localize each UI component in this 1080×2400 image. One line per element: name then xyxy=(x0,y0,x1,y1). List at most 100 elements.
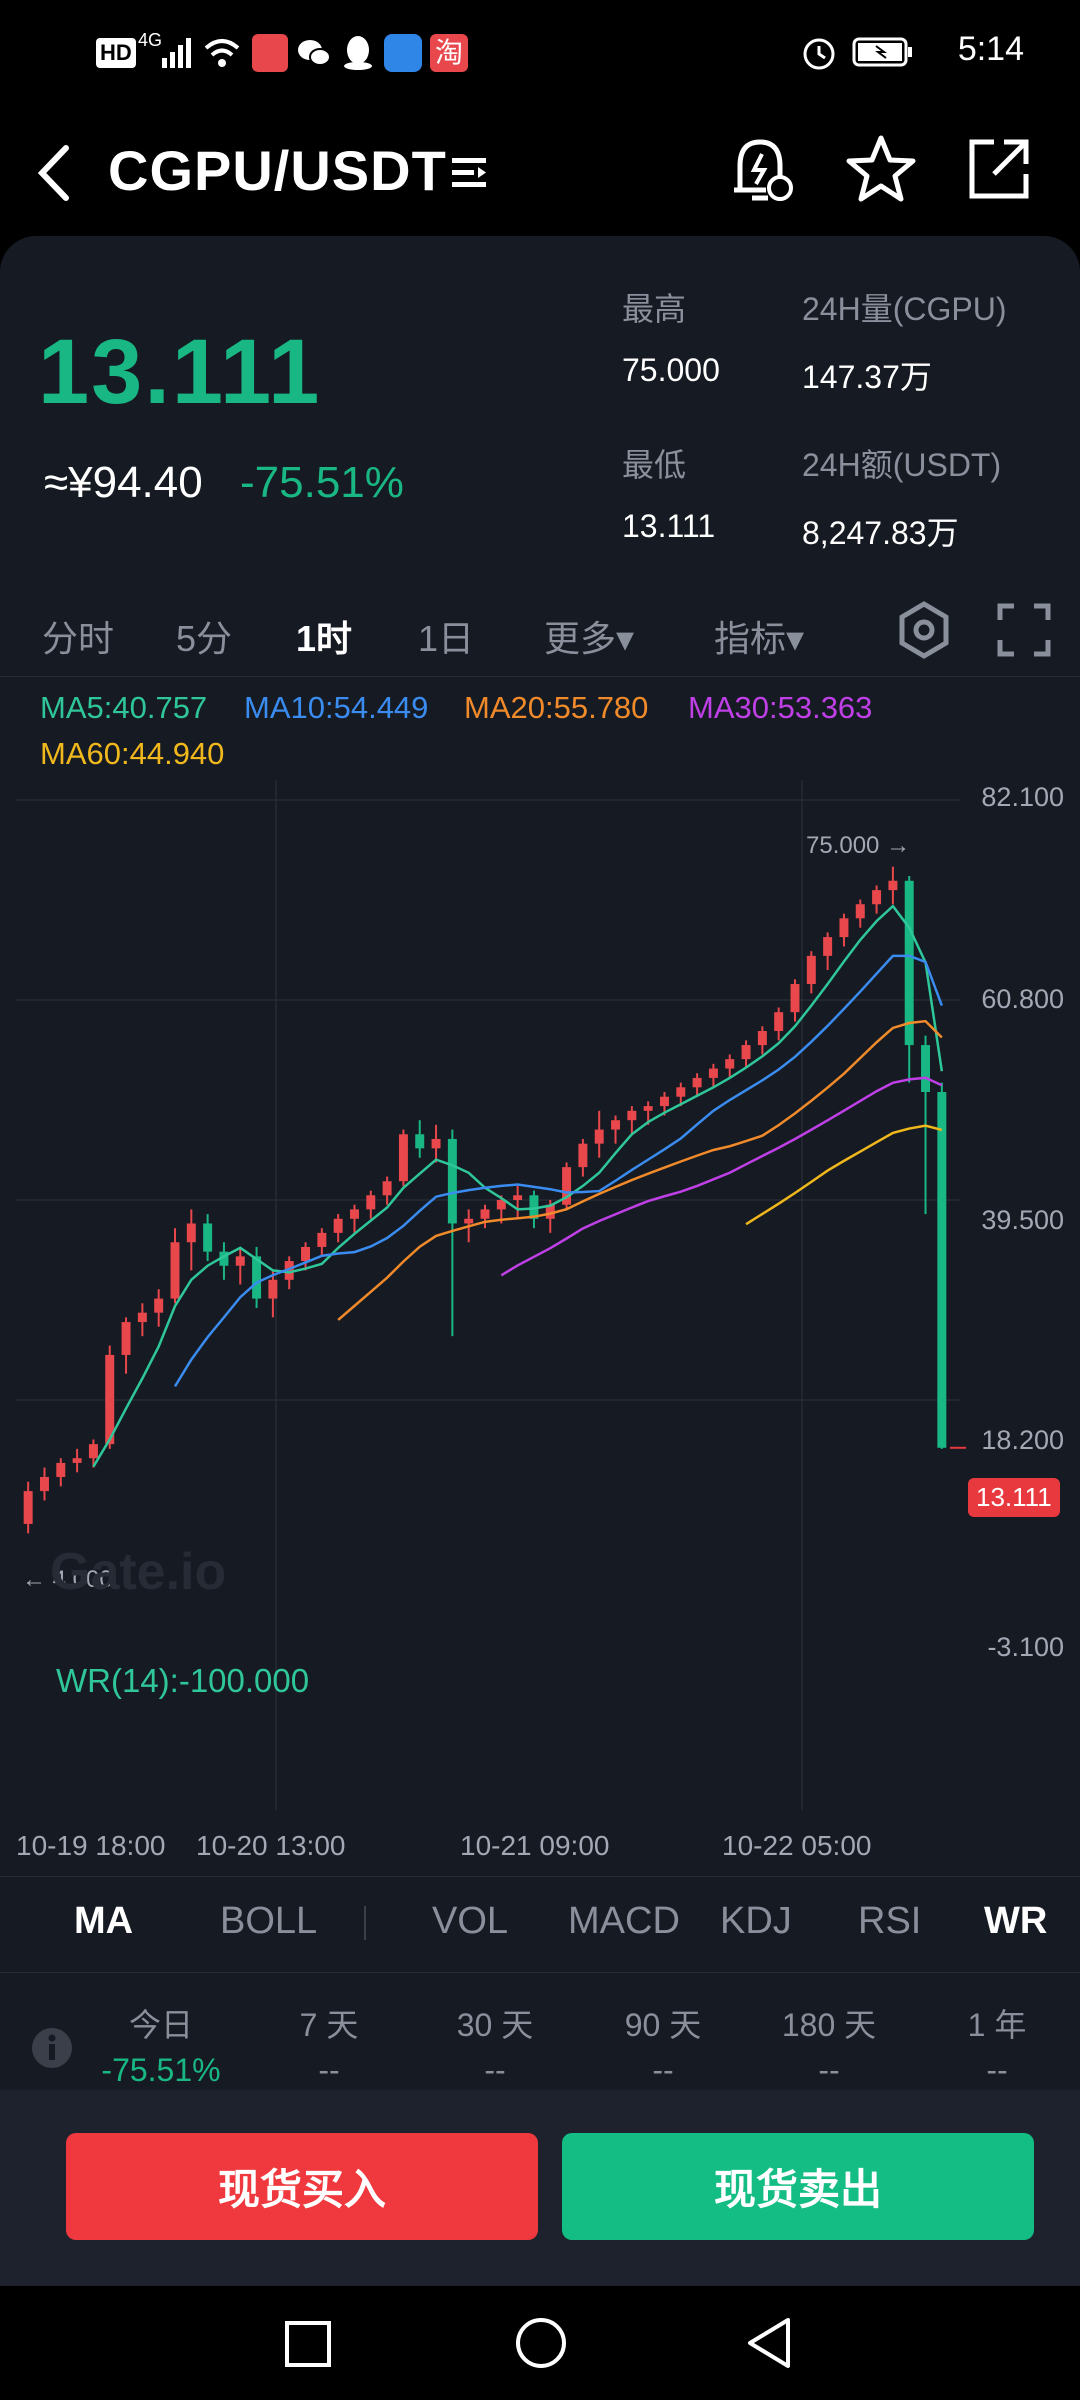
indicator-tab-rsi[interactable]: RSI xyxy=(858,1900,922,1942)
candle-body xyxy=(888,880,898,891)
candle-body xyxy=(513,1195,523,1200)
network-label: 4G xyxy=(138,30,163,50)
candle-body xyxy=(137,1312,147,1323)
price-alert-icon[interactable] xyxy=(726,132,796,208)
pair-title[interactable]: CGPU/USDT xyxy=(108,139,447,202)
candle-body xyxy=(366,1195,376,1210)
back-nav-icon[interactable] xyxy=(744,2316,794,2370)
indicator-tab-vol[interactable]: VOL xyxy=(432,1900,509,1942)
candle-body xyxy=(676,1087,686,1097)
candle-body xyxy=(121,1322,131,1355)
favorite-star-icon[interactable] xyxy=(844,132,918,206)
ma20-legend: MA20:55.780 xyxy=(464,690,649,725)
indicator-tab-wr[interactable]: WR xyxy=(984,1900,1048,1942)
candle-body xyxy=(317,1232,327,1247)
chart-settings-icon[interactable] xyxy=(894,600,954,660)
candle-body xyxy=(284,1261,294,1280)
candle-body xyxy=(235,1256,245,1266)
candle-body xyxy=(415,1134,425,1149)
ma-line xyxy=(92,904,944,1468)
candle-body xyxy=(806,955,816,985)
candle-body xyxy=(839,918,849,938)
high-value: 75.000 xyxy=(622,352,720,388)
candle-body xyxy=(431,1138,441,1149)
candle-body xyxy=(382,1181,392,1196)
header: CGPU/USDT xyxy=(0,110,1080,236)
watermark: Gate.io xyxy=(50,1543,227,1601)
wechat-icon xyxy=(296,36,332,70)
candle-body xyxy=(643,1106,653,1111)
candle-body xyxy=(56,1462,66,1477)
tab-5min[interactable]: 5分 xyxy=(176,618,233,659)
y-tick-label: 60.800 xyxy=(981,984,1064,1014)
candle-body xyxy=(823,937,833,956)
x-tick-label: 10-20 13:00 xyxy=(196,1830,346,1861)
ma30-legend: MA30:53.363 xyxy=(688,690,873,725)
y-tick-label: 82.100 xyxy=(981,782,1064,812)
candle-body xyxy=(398,1134,408,1182)
tab-1hour[interactable]: 1时 xyxy=(296,618,353,659)
perf-value-90d: -- xyxy=(652,2052,674,2088)
pair-menu-icon[interactable] xyxy=(448,152,492,194)
perf-label-7d: 7 天 xyxy=(299,2007,359,2043)
candle-body xyxy=(23,1491,33,1524)
perf-value-today: -75.51% xyxy=(101,2052,221,2088)
low-marker: ← 4.000 xyxy=(22,1566,113,1593)
tab-more[interactable]: 更多▾ xyxy=(544,618,635,659)
candle-body xyxy=(774,1012,784,1031)
y-tick-label: -3.100 xyxy=(987,1632,1064,1662)
indicator-tab-macd[interactable]: MACD xyxy=(568,1900,680,1942)
tab-indicators[interactable]: 指标▾ xyxy=(714,618,805,659)
wifi-icon xyxy=(202,34,242,70)
x-tick-label: 10-19 18:00 xyxy=(16,1830,166,1861)
candle-body xyxy=(904,880,914,1046)
current-price-tag: 13.111 xyxy=(968,1478,1060,1517)
indicator-tab-ma[interactable]: MA xyxy=(74,1900,134,1942)
candle-body xyxy=(39,1476,49,1492)
candle-body xyxy=(170,1242,180,1299)
last-price: 13.111 xyxy=(38,321,322,423)
candle-body xyxy=(937,1092,947,1448)
candle-body xyxy=(447,1138,457,1224)
back-icon[interactable] xyxy=(30,140,80,206)
perf-value-180d: -- xyxy=(818,2052,840,2088)
indicator-tab-boll[interactable]: BOLL xyxy=(220,1900,318,1942)
perf-label-90d: 90 天 xyxy=(624,2007,702,2043)
volume-value: 147.37万 xyxy=(802,359,932,395)
candle-body xyxy=(219,1251,229,1266)
market-card xyxy=(0,236,1080,2286)
amount-label: 24H额(USDT) xyxy=(802,447,1002,483)
candle-body xyxy=(757,1030,767,1046)
tabs-divider xyxy=(0,676,1080,677)
tab-1day[interactable]: 1日 xyxy=(418,618,475,659)
perf-value-7d: -- xyxy=(318,2052,340,2088)
candle-body xyxy=(349,1209,359,1219)
candlestick-chart[interactable] xyxy=(0,770,1080,1880)
high-marker: 75.000 → xyxy=(806,832,911,859)
x-tick-label: 10-22 05:00 xyxy=(722,1830,872,1861)
fullscreen-icon[interactable] xyxy=(996,602,1052,658)
candle-body xyxy=(203,1223,213,1252)
indicator-tab-kdj[interactable]: KDJ xyxy=(720,1900,792,1942)
perf-label-180d: 180 天 xyxy=(781,2007,877,2043)
candle-body xyxy=(480,1209,490,1219)
home-icon[interactable] xyxy=(514,2316,568,2370)
perf-label-30d: 30 天 xyxy=(456,2007,534,2043)
taobao-icon: 淘 xyxy=(430,34,468,72)
candle-body xyxy=(105,1354,115,1445)
spot-sell-button[interactable]: 现货卖出 xyxy=(562,2133,1034,2240)
info-icon[interactable] xyxy=(30,2026,74,2070)
candle-body xyxy=(708,1068,718,1078)
cny-price: ≈¥94.40 xyxy=(44,458,203,507)
tab-timeline[interactable]: 分时 xyxy=(42,618,115,659)
ma-line xyxy=(745,1124,943,1226)
low-value: 13.111 xyxy=(622,508,716,544)
spot-buy-button[interactable]: 现货买入 xyxy=(66,2133,538,2240)
ma-line xyxy=(500,1076,943,1277)
perf-value-30d: -- xyxy=(484,2052,506,2088)
share-icon[interactable] xyxy=(964,134,1034,204)
candle-body xyxy=(333,1218,343,1233)
recent-apps-icon[interactable] xyxy=(284,2320,332,2368)
ma-line xyxy=(173,954,944,1388)
chart-divider xyxy=(0,1876,1080,1877)
